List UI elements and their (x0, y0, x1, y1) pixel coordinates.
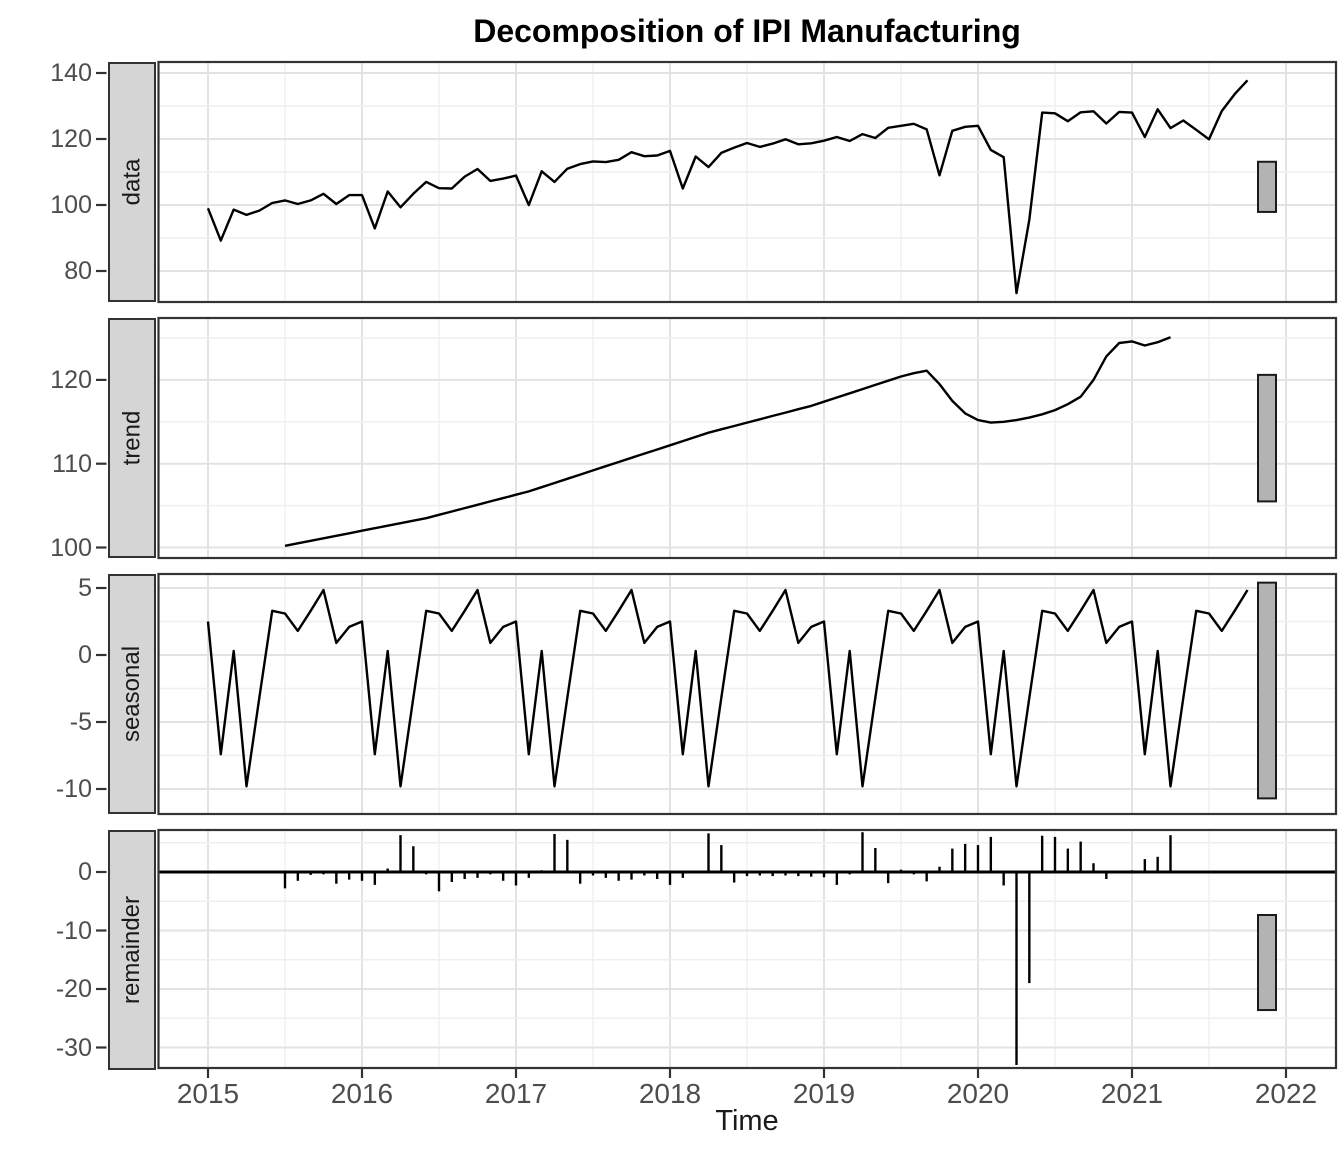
x-axis-label: 2016 (330, 1078, 394, 1109)
scale-bar-data (1257, 160, 1277, 213)
page-title: Decomposition of IPI Manufacturing (473, 13, 1021, 49)
y-axis-label-remainder: -10 (55, 916, 92, 945)
x-axis-label: 2015 (176, 1078, 240, 1109)
panel-border-seasonal (157, 572, 1338, 816)
x-axis-label: 2020 (946, 1078, 1010, 1109)
panel-strip-seasonal: seasonal (108, 574, 156, 814)
y-axis-label-seasonal: -5 (69, 708, 92, 736)
y-axis-label-data: 100 (50, 191, 92, 219)
trend-series-line (284, 336, 1171, 547)
y-axis-label-remainder: 0 (78, 858, 92, 886)
x-axis-label: 2021 (1100, 1078, 1164, 1109)
y-axis-label-seasonal: -10 (55, 775, 92, 803)
y-axis-label-data: 80 (64, 257, 92, 285)
panel-strip-remainder: remainder (108, 830, 156, 1070)
panel-strip-seasonal-label: seasonal (118, 645, 146, 743)
x-axis-label: 2018 (638, 1078, 702, 1109)
data-series-line (206, 79, 1249, 295)
scale-bar-seasonal (1257, 581, 1277, 800)
y-axis-label-seasonal: 5 (78, 574, 92, 602)
scale-bar-remainder (1257, 913, 1277, 1012)
panel-strip-remainder-label: remainder (118, 895, 146, 1005)
panel-border-trend (157, 316, 1338, 560)
y-axis-label-trend: 110 (52, 449, 92, 478)
y-axis-label-data: 140 (50, 59, 92, 87)
scale-bar-trend (1257, 373, 1277, 503)
panel-border-data (157, 60, 1338, 304)
panel-strip-trend-label: trend (118, 410, 146, 466)
panel-strip-data: data (108, 62, 156, 302)
y-axis-label-remainder: -30 (55, 1033, 92, 1062)
y-axis-label-remainder: -20 (55, 975, 92, 1003)
y-axis-label-trend: 120 (50, 365, 92, 394)
y-axis-label-trend: 100 (50, 533, 92, 562)
x-axis-label: 2019 (792, 1078, 856, 1109)
panel-strip-data-label: data (118, 158, 145, 206)
panel-border-remainder (157, 828, 1338, 1070)
seasonal-series-line (206, 588, 1249, 788)
time-axis-title: Time (715, 1105, 779, 1137)
panel-strip-trend: trend (108, 318, 156, 558)
y-axis-label-seasonal: 0 (78, 641, 92, 669)
x-axis-label: 2022 (1254, 1078, 1318, 1109)
x-axis-label: 2017 (484, 1078, 548, 1109)
y-axis-label-data: 120 (50, 125, 92, 153)
